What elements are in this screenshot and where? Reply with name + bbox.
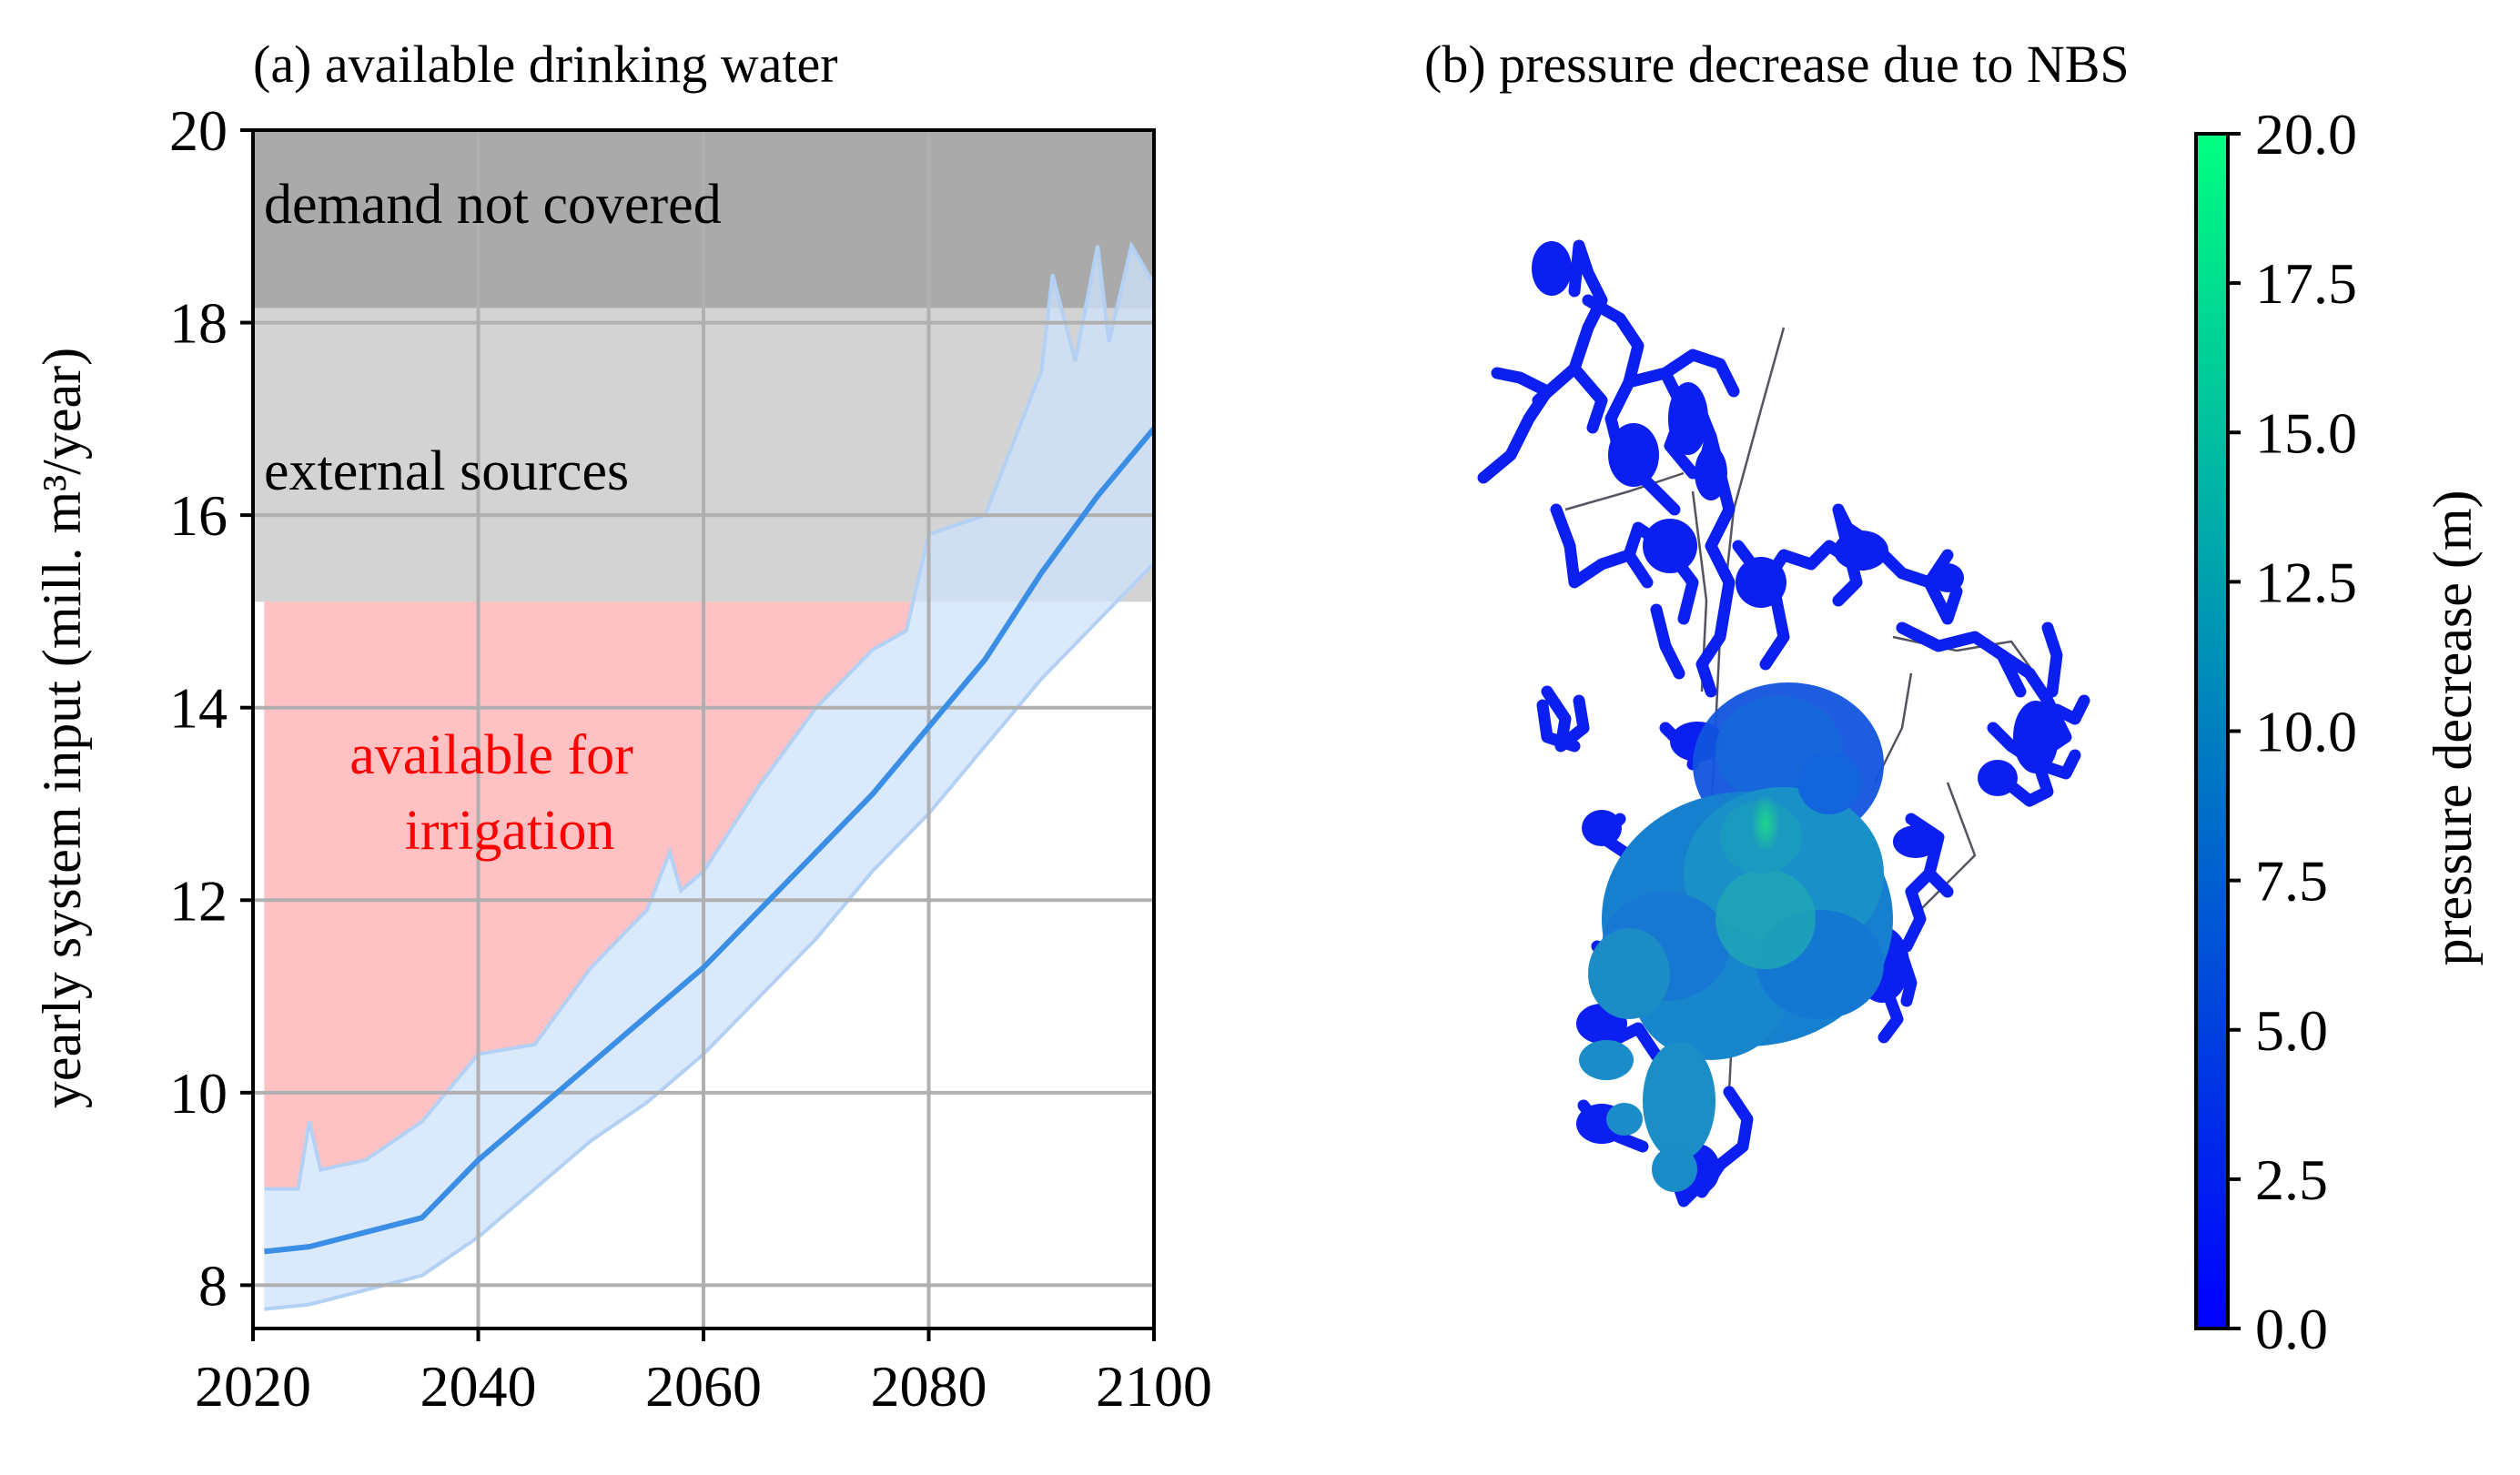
annotation-demand-not-covered: demand not covered: [264, 174, 722, 236]
colorbar: [2194, 132, 2230, 1330]
colorbar-tick-label: 2.5: [2255, 1147, 2328, 1212]
panel-a-axes: 2020 2040 2060 2080 2100 8 10 12 14 16 18 20: [169, 98, 1212, 1419]
y-tick-label: 8: [198, 1253, 228, 1318]
region-available-for-irrigation: [264, 601, 914, 1189]
y-tick-label: 20: [169, 98, 228, 163]
uncertainty-band: [264, 245, 1154, 1309]
colorbar-tick-label: 17.5: [2255, 251, 2357, 316]
network-core: [1579, 682, 1893, 1192]
colorbar-label: pressure decrease (m): [2423, 490, 2483, 965]
annotation-irrigation-line2: irrigation: [405, 800, 615, 862]
colorbar-tick-label: 10.0: [2255, 700, 2357, 764]
x-tick-label: 2080: [871, 1354, 987, 1419]
y-tick-label: 12: [169, 868, 228, 933]
x-tick-label: 2020: [195, 1354, 311, 1419]
band-upper-edge: [264, 240, 1154, 1191]
y-tick-label: 16: [169, 483, 228, 548]
y-tick-label: 18: [169, 291, 228, 356]
panel-a-title: (a) available drinking water: [253, 35, 838, 94]
x-tick-label: 2040: [420, 1354, 537, 1419]
annotation-external-sources: external sources: [264, 440, 629, 502]
panel-b-title: (b) pressure decrease due to NBS: [1424, 35, 2130, 94]
colorbar-tick-label: 12.5: [2255, 550, 2357, 614]
colorbar-axis: 0.0 2.5 5.0 7.5 10.0 12.5 15.0 17.5 20.0: [2228, 102, 2357, 1361]
colorbar-tick-label: 7.5: [2255, 849, 2328, 914]
colorbar-tick-label: 20.0: [2255, 102, 2357, 167]
x-tick-label: 2100: [1096, 1354, 1212, 1419]
annotation-irrigation-line1: available for: [349, 724, 633, 786]
network-map: [1477, 239, 2090, 1207]
y-tick-label: 10: [169, 1061, 228, 1126]
colorbar-tick-label: 15.0: [2255, 400, 2357, 465]
panel-a-plot: [253, 130, 1154, 1329]
colorbar-tick-label: 5.0: [2255, 998, 2328, 1063]
y-axis-label: yearly system input (mill. m³/year): [32, 348, 92, 1108]
x-tick-label: 2060: [645, 1354, 762, 1419]
median-line: [264, 426, 1154, 1255]
colorbar-tick-label: 0.0: [2255, 1297, 2328, 1361]
y-tick-label: 14: [169, 676, 228, 741]
